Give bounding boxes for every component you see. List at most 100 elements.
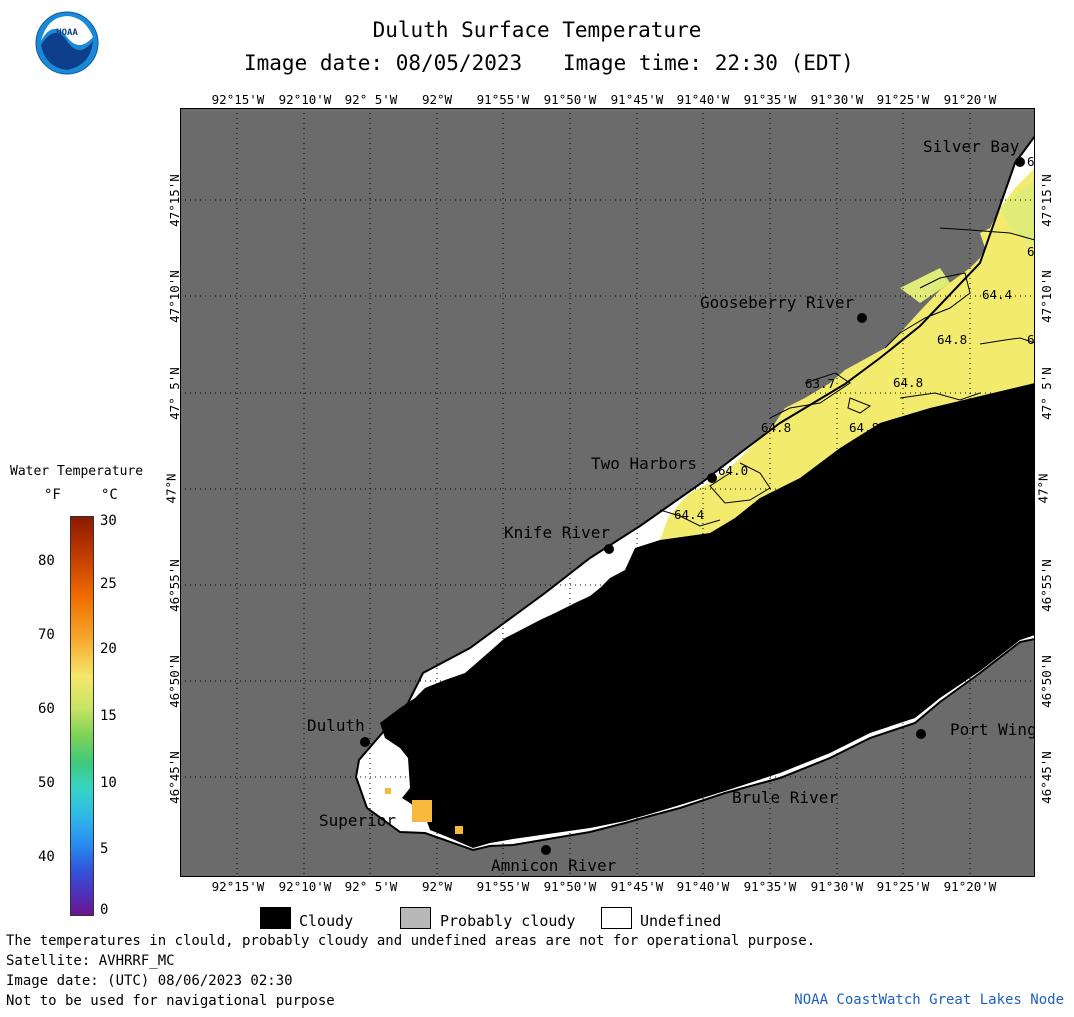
contour-label: 64.4 xyxy=(982,287,1012,302)
silver-bay-marker xyxy=(1015,157,1025,167)
lon-tick-bottom: 91°45'W xyxy=(610,879,664,894)
lat-tick-left: 46°45'N xyxy=(166,751,182,804)
superior-warm-patch xyxy=(412,800,432,822)
place-label-silver-bay: Silver Bay xyxy=(923,137,1020,156)
lat-tick-left: 46°50'N xyxy=(166,655,182,708)
colorbar-f-tick: 50 xyxy=(38,775,55,791)
colorbar-c-tick: 15 xyxy=(100,708,117,724)
lat-tick-left: 46°55'N xyxy=(166,559,182,612)
lat-tick-right: 47° 5'N xyxy=(1038,367,1054,420)
brule-river-marker xyxy=(737,772,747,782)
warm-water-region xyxy=(660,168,1035,540)
graticule xyxy=(180,108,1035,877)
contour-label: 6 xyxy=(1027,244,1035,259)
contour-label: 6 xyxy=(1027,332,1035,347)
lat-tick-right: 46°55'N xyxy=(1038,559,1054,612)
cloud-region xyxy=(380,383,1035,848)
place-label-amnicon-river: Amnicon River xyxy=(491,856,617,875)
colorbar-f-tick: 60 xyxy=(38,701,55,717)
lon-tick-top: 92°15'W xyxy=(211,92,265,107)
colorbar-unit-c: °C xyxy=(101,487,118,503)
cool-water-patch xyxy=(1000,178,1035,248)
place-label-brule-river: Brule River xyxy=(732,788,838,807)
superior-warm-patch-2 xyxy=(385,788,391,794)
lon-tick-bottom: 91°55'W xyxy=(476,879,530,894)
colorbar-c-tick: 0 xyxy=(100,902,109,918)
colorbar-c-tick: 25 xyxy=(100,576,117,592)
lon-tick-bottom: 91°35'W xyxy=(743,879,797,894)
lat-tick-right: 47°10'N xyxy=(1038,270,1054,323)
lon-tick-bottom: 91°40'W xyxy=(676,879,730,894)
contour-label: 64.8 xyxy=(761,420,791,435)
lon-tick-top: 91°30'W xyxy=(810,92,864,107)
south-shoreline xyxy=(355,638,1035,852)
svg-text:NOAA: NOAA xyxy=(56,28,78,38)
contour-label: 64.4 xyxy=(674,507,704,522)
image-date: Image date: 08/05/2023 xyxy=(244,51,523,75)
legend-probably-cloudy-label: Probably cloudy xyxy=(440,912,576,930)
lat-tick-left: 47°N xyxy=(163,473,179,504)
lon-tick-top: 92° 5'W xyxy=(344,92,398,107)
legend-undefined-swatch xyxy=(601,907,632,929)
colorbar-unit-f: °F xyxy=(44,487,61,503)
colorbar-c-tick: 5 xyxy=(100,841,109,857)
lon-tick-bottom: 91°30'W xyxy=(810,879,864,894)
lon-tick-bottom: 92°W xyxy=(421,879,453,894)
lat-tick-right: 47°15'N xyxy=(1038,174,1054,227)
lat-tick-right: 47°N xyxy=(1035,473,1051,504)
lon-tick-bottom: 91°25'W xyxy=(876,879,930,894)
place-label-two-harbors: Two Harbors xyxy=(591,454,697,473)
noaa-logo: NOAA xyxy=(35,11,99,75)
contour-label: 6 xyxy=(1027,154,1035,169)
place-label-superior: Superior xyxy=(319,811,396,830)
lon-tick-top: 92°W xyxy=(421,92,453,107)
legend-cloudy-swatch xyxy=(260,907,291,929)
place-label-knife-river: Knife River xyxy=(504,523,610,542)
lon-tick-bottom: 92° 5'W xyxy=(344,879,398,894)
credit-text: NOAA CoastWatch Great Lakes Node xyxy=(794,992,1064,1008)
legend-cloudy-label: Cloudy xyxy=(299,912,354,930)
legend-undefined-label: Undefined xyxy=(640,912,722,930)
lat-tick-left: 47°10'N xyxy=(166,270,182,323)
lat-tick-left: 47°15'N xyxy=(166,174,182,227)
colorbar-c-tick: 10 xyxy=(100,775,117,791)
lon-tick-top: 91°20'W xyxy=(943,92,997,107)
colorbar-title: Water Temperature xyxy=(10,464,144,479)
colorbar-c-tick: 30 xyxy=(100,513,117,529)
colorbar-f-tick: 80 xyxy=(38,553,55,569)
colorbar-f-tick: 40 xyxy=(38,849,55,865)
superior-warm-patch-3 xyxy=(455,826,463,834)
place-label-gooseberry-river: Gooseberry River xyxy=(700,293,854,312)
duluth-marker xyxy=(360,737,370,747)
lon-tick-top: 91°25'W xyxy=(876,92,930,107)
contour-label: 64.0 xyxy=(718,463,748,478)
satellite-text: Satellite: AVHRRF_MC xyxy=(6,953,175,969)
lon-tick-top: 91°45'W xyxy=(610,92,664,107)
lon-tick-top: 91°50'W xyxy=(543,92,597,107)
knife-river-marker xyxy=(604,544,614,554)
two-harbors-marker xyxy=(707,473,717,483)
lon-tick-bottom: 92°10'W xyxy=(278,879,332,894)
navigation-warning: Not to be used for navigational purpose xyxy=(6,993,335,1009)
contour-label: 64.8 xyxy=(937,332,967,347)
utc-date-text: Image date: (UTC) 08/06/2023 02:30 xyxy=(6,973,293,989)
amnicon-river-marker xyxy=(541,845,551,855)
lon-tick-top: 91°35'W xyxy=(743,92,797,107)
lon-tick-bottom: 92°15'W xyxy=(211,879,265,894)
lon-tick-top: 91°55'W xyxy=(476,92,530,107)
colorbar-c-tick: 20 xyxy=(100,641,117,657)
lon-tick-bottom: 91°50'W xyxy=(543,879,597,894)
lon-tick-top: 91°40'W xyxy=(676,92,730,107)
map-title: Duluth Surface Temperature xyxy=(372,18,702,42)
colorbar xyxy=(70,516,94,916)
contour-label: 64.8 xyxy=(849,420,879,435)
gooseberry-river-marker xyxy=(857,313,867,323)
contour-label: 63.7 xyxy=(805,376,835,391)
lat-tick-right: 46°45'N xyxy=(1038,751,1054,804)
temperature-map: 64.4 64.8 63.7 64.8 64.8 64.8 64.0 64.4 … xyxy=(180,108,1035,877)
place-label-port-wing: Port Wing xyxy=(950,720,1035,739)
colorbar-f-tick: 70 xyxy=(38,627,55,643)
contour-label: 64.8 xyxy=(893,375,923,390)
place-label-duluth: Duluth xyxy=(307,716,365,735)
disclaimer-text: The temperatures in clould, probably clo… xyxy=(6,933,816,949)
